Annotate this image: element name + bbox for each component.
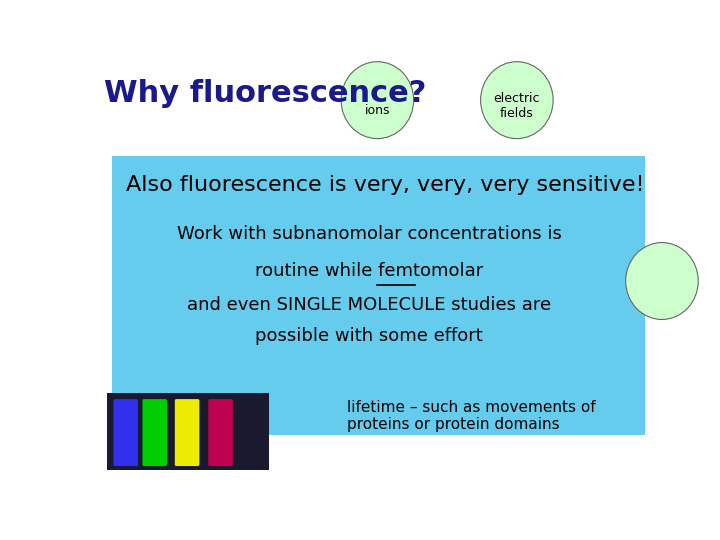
Text: lifetime – such as movements of
proteins or protein domains: lifetime – such as movements of proteins… (347, 400, 595, 432)
FancyBboxPatch shape (112, 156, 645, 435)
FancyBboxPatch shape (143, 399, 167, 466)
Text: and even SINGLE MOLECULE studies are: and even SINGLE MOLECULE studies are (187, 295, 551, 314)
FancyBboxPatch shape (114, 399, 138, 466)
Ellipse shape (481, 62, 553, 139)
FancyBboxPatch shape (208, 399, 233, 466)
FancyBboxPatch shape (107, 393, 269, 470)
Text: Also fluorescence is very, very, very sensitive!: Also fluorescence is very, very, very se… (126, 175, 645, 195)
Text: Why fluorescence?: Why fluorescence? (104, 79, 426, 109)
FancyBboxPatch shape (175, 399, 199, 466)
Text: Work with subnanomolar concentrations is: Work with subnanomolar concentrations is (176, 225, 562, 243)
Text: routine while femtomolar: routine while femtomolar (255, 262, 483, 280)
Ellipse shape (341, 62, 413, 139)
Text: electric
fields: electric fields (494, 92, 540, 120)
Text: possible with some effort: possible with some effort (255, 327, 483, 345)
Ellipse shape (626, 242, 698, 320)
Text: ions: ions (364, 104, 390, 117)
